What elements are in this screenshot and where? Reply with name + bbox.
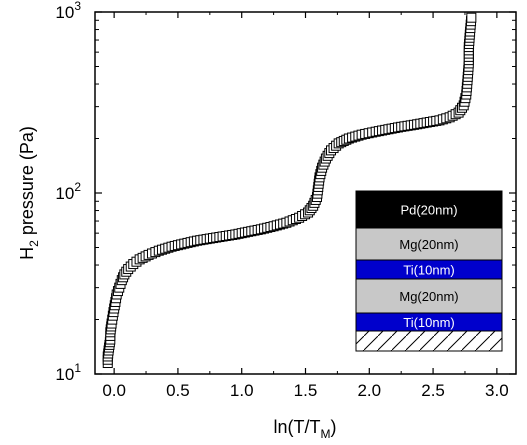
x-tick-label: 0.5 (166, 381, 190, 400)
x-tick-label: 3.0 (485, 381, 509, 400)
x-tick-label: 2.5 (421, 381, 445, 400)
y-tick-label: 101 (55, 361, 81, 384)
data-markers (102, 12, 477, 369)
layer-label: Ti(10nm) (403, 315, 455, 330)
layer-label: Mg(20nm) (399, 237, 458, 252)
layer-stack-inset: Pd(20nm) Mg(20nm) Ti(10nm) Mg(20nm) Ti(10nm) (355, 190, 503, 352)
y-tick-label: 102 (55, 180, 81, 203)
x-tick-label: 1.0 (230, 381, 254, 400)
substrate (355, 330, 503, 352)
x-tick-label: 2.0 (357, 381, 381, 400)
y-axis-label: H2 pressure (Pa) (17, 126, 41, 260)
layer-label: Pd(20nm) (400, 203, 457, 218)
y-tick-label: 103 (55, 0, 81, 22)
x-axis-label: ln(T/TM) (274, 417, 337, 441)
layer-4 (355, 278, 503, 314)
y-axis: 101 102 103 (55, 0, 516, 384)
data-point (466, 12, 477, 23)
layer-label: Ti(10nm) (403, 263, 455, 278)
layer-label: Mg(20nm) (399, 289, 458, 304)
layer-2 (355, 227, 503, 261)
x-tick-label: 1.5 (294, 381, 318, 400)
x-axis: 0.0 0.5 1.0 1.5 2.0 2.5 3.0 (102, 12, 509, 400)
x-tick-label: 0.0 (102, 381, 126, 400)
